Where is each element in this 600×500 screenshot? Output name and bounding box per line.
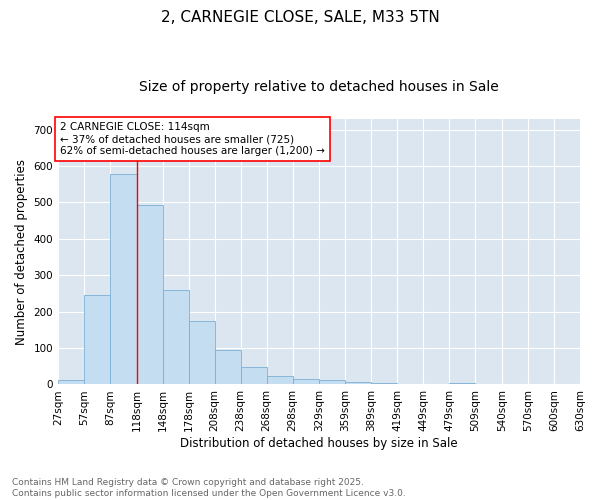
Bar [449, 382, 475, 384]
Bar [189, 322, 215, 384]
Bar [293, 379, 319, 384]
Bar [266, 376, 293, 384]
Text: 2, CARNEGIE CLOSE, SALE, M33 5TN: 2, CARNEGIE CLOSE, SALE, M33 5TN [161, 10, 439, 25]
Text: 2 CARNEGIE CLOSE: 114sqm
← 37% of detached houses are smaller (725)
62% of semi-: 2 CARNEGIE CLOSE: 114sqm ← 37% of detach… [60, 122, 325, 156]
Bar [137, 204, 163, 384]
Bar [163, 290, 189, 384]
Bar [215, 350, 241, 384]
Bar [241, 366, 266, 384]
Bar [346, 382, 371, 384]
X-axis label: Distribution of detached houses by size in Sale: Distribution of detached houses by size … [180, 437, 458, 450]
Bar [58, 380, 84, 384]
Bar [319, 380, 346, 384]
Bar [110, 174, 137, 384]
Title: Size of property relative to detached houses in Sale: Size of property relative to detached ho… [139, 80, 499, 94]
Y-axis label: Number of detached properties: Number of detached properties [15, 158, 28, 344]
Bar [84, 294, 110, 384]
Text: Contains HM Land Registry data © Crown copyright and database right 2025.
Contai: Contains HM Land Registry data © Crown c… [12, 478, 406, 498]
Bar [371, 383, 397, 384]
